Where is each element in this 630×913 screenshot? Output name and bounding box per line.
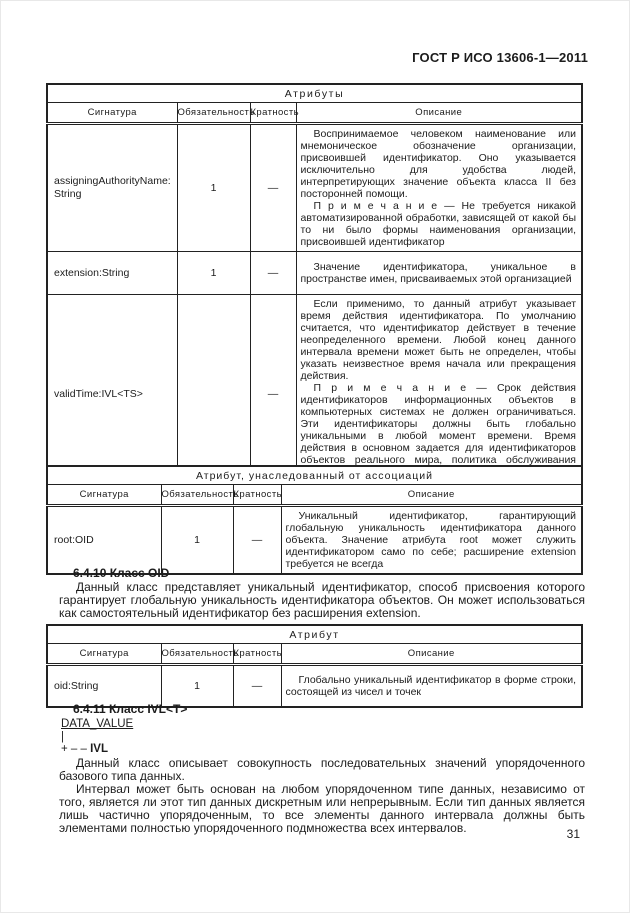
col-header-multiplicity: Кратность [232,643,282,666]
signature-cell: oid:String [46,664,162,708]
signature-cell: extension:String [46,251,178,295]
col-header-mandatory: Обязательность [160,643,238,666]
col-header-signature: Сигнатура [46,102,178,125]
oid-attribute-table: Атрибут Сигнатура Обязательность Кратнос… [46,624,583,708]
signature-cell: root:OID [46,505,162,575]
body-paragraph: Данный класс описывает совокупность посл… [59,755,585,783]
mandatory-cell: 1 [160,664,234,708]
table-row: root:OID 1 — Уникальный идентификатор, г… [46,505,583,575]
description-paragraph: Значение идентификатора, уникальное в пр… [300,261,577,285]
table-title: Атрибуты [46,83,583,103]
col-header-mandatory: Обязательность [176,102,254,125]
uml-child-prefix: + – – [61,743,91,755]
multiplicity-cell: — [249,123,297,252]
description-note: П р и м е ч а н и е — Не требуется никак… [300,200,577,248]
col-header-signature: Сигнатура [46,643,162,666]
description-cell: Воспринимаемое человеком наименование ил… [295,123,583,252]
table-row: extension:String 1 — Значение идентифика… [46,251,583,295]
description-paragraph: Глобально уникальный идентификатор в фор… [285,674,577,698]
col-header-description: Описание [280,484,583,507]
page-number: 31 [566,827,580,841]
description-paragraph: Уникальный идентификатор, гарантирующий … [285,510,577,570]
mandatory-cell: 1 [176,251,251,295]
uml-parent-class: DATA_VALUE [61,718,134,730]
table-header-row: Сигнатура Обязательность Кратность Описа… [46,643,583,666]
col-header-description: Описание [295,102,583,125]
body-paragraph: Интервал может быть основан на любом упо… [59,781,585,835]
inherited-attribute-table: Атрибут, унаследованный от ассоциаций Си… [46,465,583,575]
col-header-mandatory: Обязательность [160,484,238,507]
col-header-multiplicity: Кратность [249,102,299,125]
description-cell: Глобально уникальный идентификатор в фор… [280,664,583,708]
description-paragraph: Воспринимаемое человеком наименование ил… [300,128,577,200]
description-cell: Значение идентификатора, уникальное в пр… [295,251,583,295]
mandatory-cell [176,294,251,495]
col-header-description: Описание [280,643,583,666]
mandatory-cell: 1 [176,123,251,252]
signature-cell: validTime:IVL<TS> [46,294,178,495]
description-paragraph: Если применимо, то данный атрибут указыв… [300,298,577,382]
section-heading: 6.4.10 Класс OID [73,566,170,580]
document-header: ГОСТ Р ИСО 13606-1—2011 [412,50,588,65]
attributes-table: Атрибуты Сигнатура Обязательность Кратно… [46,83,583,495]
section-6-4-10: 6.4.10 Класс OID Данный класс представля… [59,566,585,620]
table-header-row: Сигнатура Обязательность Кратность Описа… [46,102,583,125]
uml-inheritance-diagram: DATA_VALUE | + – – IVL [61,718,585,756]
table-title: Атрибут, унаследованный от ассоциаций [46,465,583,485]
table-title-row: Атрибут [46,624,583,644]
mandatory-cell: 1 [160,505,234,575]
signature-cell: assigningAuthorityName: String [46,123,178,252]
col-header-signature: Сигнатура [46,484,162,507]
table-row: validTime:IVL<TS> — Если применимо, то д… [46,294,583,495]
body-paragraph: Данный класс представляет уникальный иде… [59,580,585,620]
multiplicity-cell: — [249,251,297,295]
table-title-row: Атрибут, унаследованный от ассоциаций [46,465,583,485]
multiplicity-cell: — [232,664,282,708]
col-header-multiplicity: Кратность [232,484,282,507]
multiplicity-cell: — [232,505,282,575]
uml-child-class: + – – IVL [61,743,585,756]
section-heading: 6.4.11 Класс IVL<T> [73,702,188,716]
table-title: Атрибут [46,624,583,644]
table-row: assigningAuthorityName: String 1 — Воспр… [46,123,583,252]
uml-child-name: IVL [90,743,108,755]
section-6-4-11: 6.4.11 Класс IVL<T> DATA_VALUE | + – – I… [59,702,585,835]
description-cell: Уникальный идентификатор, гарантирующий … [280,505,583,575]
table-row: oid:String 1 — Глобально уникальный иден… [46,664,583,708]
uml-connector: | [61,730,64,743]
table-header-row: Сигнатура Обязательность Кратность Описа… [46,484,583,507]
table-title-row: Атрибуты [46,83,583,103]
